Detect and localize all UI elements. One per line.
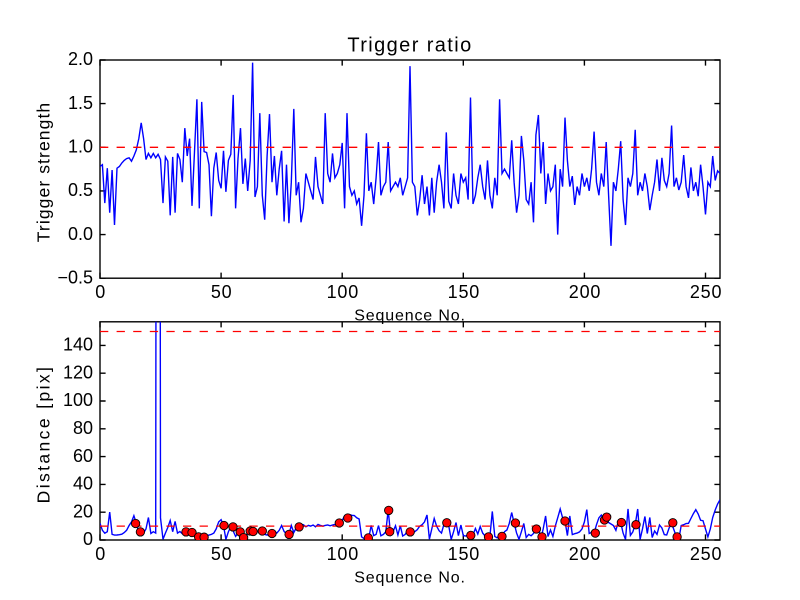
svg-text:140: 140 [63,335,93,355]
svg-text:60: 60 [73,446,93,466]
svg-text:200: 200 [569,544,601,564]
svg-text:Sequence No.: Sequence No. [354,569,466,586]
svg-text:2.0: 2.0 [68,49,93,69]
svg-text:Trigger ratio: Trigger ratio [347,34,472,56]
svg-text:200: 200 [569,282,601,302]
svg-text:250: 250 [690,282,722,302]
svg-text:0: 0 [83,529,93,549]
svg-text:−0.5: −0.5 [57,267,93,287]
svg-text:0.0: 0.0 [68,224,93,244]
svg-text:100: 100 [327,282,359,302]
svg-text:100: 100 [327,544,359,564]
svg-text:0: 0 [95,544,106,564]
svg-text:0.5: 0.5 [68,180,93,200]
svg-text:120: 120 [63,362,93,382]
svg-text:1.5: 1.5 [68,93,93,113]
svg-text:Sequence No.: Sequence No. [354,308,466,325]
svg-text:50: 50 [211,544,233,564]
svg-text:40: 40 [73,474,93,494]
svg-text:50: 50 [211,282,233,302]
svg-text:250: 250 [690,544,722,564]
svg-text:0: 0 [95,282,106,302]
svg-text:150: 150 [448,282,480,302]
svg-text:Trigger strength: Trigger strength [34,102,54,242]
svg-text:150: 150 [448,544,480,564]
svg-text:80: 80 [73,418,93,438]
svg-text:100: 100 [63,390,93,410]
svg-text:20: 20 [73,501,93,521]
svg-text:Distance [pix]: Distance [pix] [34,365,54,504]
svg-text:1.0: 1.0 [68,137,93,157]
